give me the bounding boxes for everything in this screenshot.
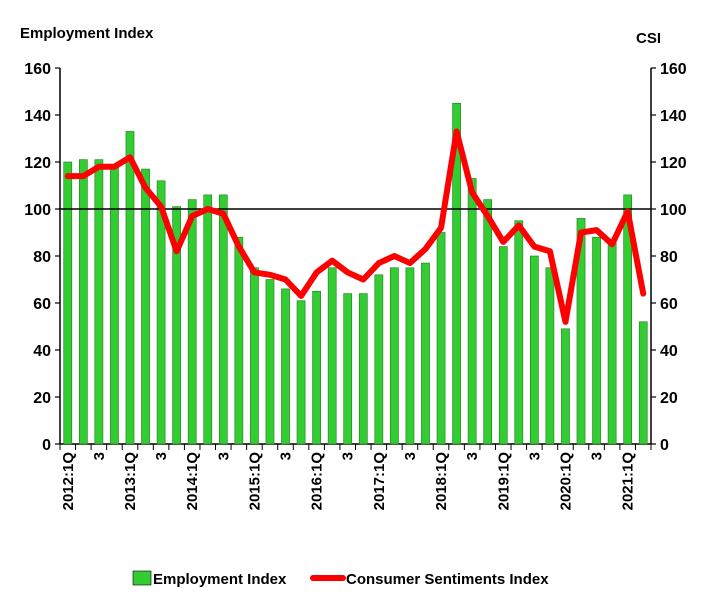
right-y-tick-label: 60 xyxy=(660,296,678,313)
employment-bar xyxy=(421,262,430,445)
left-y-tick-label: 40 xyxy=(33,343,51,360)
x-tick-label: 2014:1Q xyxy=(184,452,201,511)
x-tick-label: 3 xyxy=(402,452,419,460)
employment-bar xyxy=(327,267,337,445)
employment-bar xyxy=(234,236,244,445)
x-tick-label: 3 xyxy=(278,452,295,460)
right-y-tick-label: 20 xyxy=(660,390,678,407)
employment-bar xyxy=(218,194,228,445)
employment-bar xyxy=(436,232,446,445)
left-y-tick-label: 0 xyxy=(42,437,51,454)
employment-bar xyxy=(576,218,586,445)
employment-bar xyxy=(110,164,119,445)
left-y-tick-label: 20 xyxy=(33,390,51,407)
x-tick-label: 2021:1Q xyxy=(620,452,637,511)
employment-bar xyxy=(296,300,306,445)
employment-bar xyxy=(607,241,617,445)
legend: Employment Index Consumer Sentiments Ind… xyxy=(132,570,549,588)
x-axis-ticks xyxy=(59,444,652,450)
x-tick-label: 2020:1Q xyxy=(557,452,574,511)
x-tick-label: 3 xyxy=(464,452,481,460)
employment-bar xyxy=(141,168,150,445)
employment-bar xyxy=(265,279,275,445)
employment-bar xyxy=(156,180,166,445)
employment-bar xyxy=(467,178,477,445)
x-tick-label: 3 xyxy=(215,452,232,460)
x-tick-label: 3 xyxy=(153,452,170,460)
left-y-tick-label: 80 xyxy=(33,249,51,266)
employment-bar xyxy=(638,321,648,445)
left-y-tick-label: 100 xyxy=(24,202,51,219)
employment-bar xyxy=(187,199,197,445)
right-y-tick-label: 120 xyxy=(660,155,687,172)
employment-bar xyxy=(343,293,353,445)
x-tick-label: 3 xyxy=(91,452,108,460)
x-axis-labels: 2012:1Q 3 2013:1Q 3 2014:1Q 3 2015:1Q 3 2016:1Q 3… xyxy=(60,452,637,511)
left-y-tick-label: 60 xyxy=(33,296,51,313)
employment-bar xyxy=(94,159,104,445)
left-y-tick-label: 120 xyxy=(24,155,51,172)
x-tick-label: 2018:1Q xyxy=(433,452,450,511)
x-tick-label: 2016:1Q xyxy=(309,452,326,511)
left-y-tick-label: 140 xyxy=(24,108,51,125)
employment-bar xyxy=(358,293,368,445)
employment-bar xyxy=(530,255,539,445)
right-axis-title: CSI xyxy=(636,30,661,47)
employment-bars xyxy=(63,102,648,445)
csi-line xyxy=(64,128,647,325)
employment-bar xyxy=(452,102,461,445)
right-y-tick-label: 100 xyxy=(660,202,687,219)
legend-swatch-employment xyxy=(132,570,152,586)
employment-bar xyxy=(374,274,384,445)
employment-bar xyxy=(545,267,555,445)
x-tick-label: 3 xyxy=(526,452,543,460)
employment-bar xyxy=(312,290,321,445)
employment-bar xyxy=(592,236,601,445)
left-axis-title: Employment Index xyxy=(20,25,154,42)
x-tick-label: 2012:1Q xyxy=(60,452,77,511)
employment-bar xyxy=(63,161,73,445)
employment-bar xyxy=(390,267,399,445)
employment-bar xyxy=(623,194,633,445)
x-tick-label: 2019:1Q xyxy=(495,452,512,511)
employment-bar xyxy=(250,267,259,445)
legend-label-employment: Employment Index xyxy=(153,571,287,588)
employment-bar xyxy=(405,267,415,445)
right-y-tick-label: 40 xyxy=(660,343,678,360)
employment-bar xyxy=(281,288,290,445)
right-y-ticks: 0 20 40 60 80 100 120 140 160 xyxy=(651,61,687,454)
right-y-tick-label: 140 xyxy=(660,108,687,125)
x-tick-label: 2015:1Q xyxy=(246,452,263,511)
x-tick-label: 3 xyxy=(589,452,606,460)
x-tick-label: 3 xyxy=(340,452,357,460)
employment-bar xyxy=(561,328,570,445)
right-y-tick-label: 160 xyxy=(660,61,687,78)
employment-bar xyxy=(78,159,88,445)
employment-bar xyxy=(514,220,524,445)
employment-bar xyxy=(483,199,493,445)
right-y-tick-label: 80 xyxy=(660,249,678,266)
left-y-ticks: 0 20 40 60 80 100 120 140 160 xyxy=(24,61,60,454)
x-tick-label: 2017:1Q xyxy=(371,452,388,511)
right-y-tick-label: 0 xyxy=(660,437,669,454)
employment-bar xyxy=(172,206,181,445)
left-y-tick-label: 160 xyxy=(24,61,51,78)
employment-bar xyxy=(203,194,213,445)
legend-label-csi: Consumer Sentiments Index xyxy=(346,571,549,588)
x-tick-label: 2013:1Q xyxy=(122,452,139,511)
employment-bar xyxy=(498,246,508,445)
employment-bar xyxy=(125,131,135,445)
